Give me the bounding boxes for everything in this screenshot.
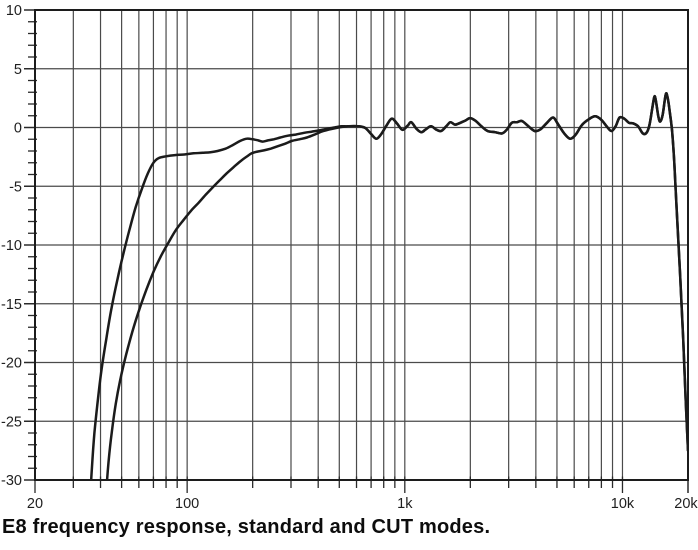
y-tick-label: -15 bbox=[1, 297, 22, 313]
y-tick-label: 10 bbox=[6, 3, 22, 19]
x-tick-label: 10k bbox=[611, 496, 635, 512]
y-tick-label: -10 bbox=[1, 238, 22, 254]
gridlines bbox=[35, 10, 688, 480]
response-curves bbox=[89, 92, 688, 480]
x-axis-labels: 20 100 1k 10k 20k bbox=[27, 496, 698, 512]
y-tick-label: -25 bbox=[1, 414, 22, 430]
frequency-response-chart: 10 5 0 -5 -10 -15 -20 -25 -30 20 100 1k 10k 20k bbox=[1, 3, 698, 512]
y-axis-labels: 10 5 0 -5 -10 -15 -20 -25 -30 bbox=[1, 3, 22, 489]
x-tick-label: 20 bbox=[27, 496, 43, 512]
y-tick-label: -20 bbox=[1, 356, 22, 372]
x-tick-label: 100 bbox=[175, 496, 199, 512]
curve-cut-mode bbox=[105, 92, 688, 480]
x-tick-label: 1k bbox=[397, 496, 413, 512]
figure-caption: E8 frequency response, standard and CUT … bbox=[2, 516, 491, 538]
y-tick-label: -5 bbox=[9, 179, 22, 195]
y-tick-label: 5 bbox=[14, 62, 22, 78]
y-tick-label: -30 bbox=[1, 473, 22, 489]
curve-standard-mode bbox=[89, 92, 688, 480]
plot-frame bbox=[34, 9, 689, 481]
y-tick-label: 0 bbox=[14, 121, 22, 137]
x-tick-label: 20k bbox=[674, 496, 698, 512]
